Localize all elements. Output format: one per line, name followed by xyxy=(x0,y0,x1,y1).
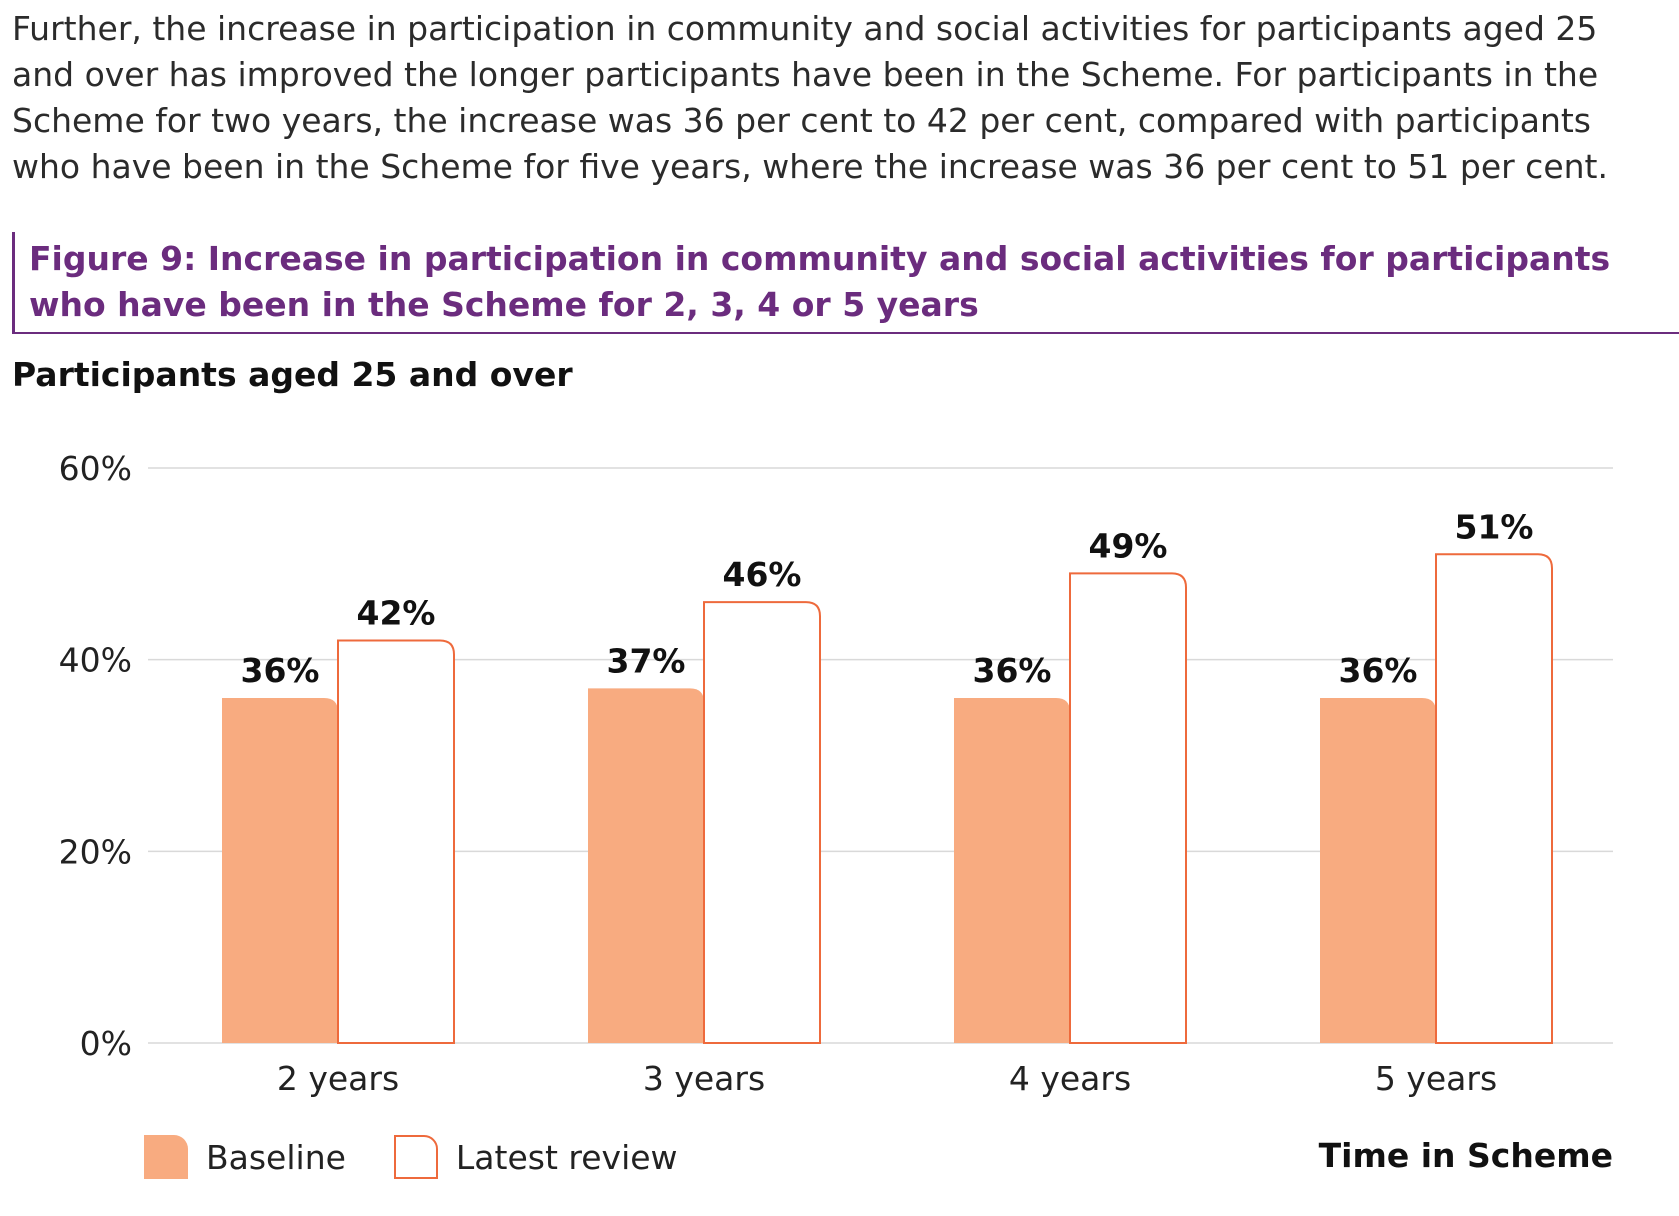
bar-baseline xyxy=(588,688,704,1043)
data-label: 37% xyxy=(607,641,686,680)
y-tick-label: 20% xyxy=(59,832,132,871)
data-label: 42% xyxy=(357,594,436,633)
chart-subtitle: Participants aged 25 and over xyxy=(12,355,573,394)
legend-label-baseline: Baseline xyxy=(206,1137,346,1177)
x-tick-label: 3 years xyxy=(643,1059,765,1098)
legend-label-latest: Latest review xyxy=(455,1137,678,1177)
x-tick-label: 2 years xyxy=(277,1059,399,1098)
data-label: 51% xyxy=(1455,507,1534,546)
chart-legend: Baseline Latest review xyxy=(144,1133,726,1181)
data-label: 36% xyxy=(1339,651,1418,690)
data-label: 36% xyxy=(973,651,1052,690)
figure-caption-box: Figure 9: Increase in participation in c… xyxy=(12,232,1679,334)
y-tick-label: 40% xyxy=(59,641,132,680)
x-axis-title: Time in Scheme xyxy=(1318,1136,1613,1175)
data-label: 46% xyxy=(723,555,802,594)
figure-title: Figure 9: Increase in participation in c… xyxy=(29,239,1611,324)
data-label: 36% xyxy=(241,651,320,690)
bar-chart: 0% 20% 40% 60% 36% 42% 2 years 37% 46% 3 years 36%… xyxy=(59,449,1613,1098)
intro-paragraph: Further, the increase in participation i… xyxy=(12,9,1608,186)
bar-baseline xyxy=(1320,698,1436,1043)
bar-latest-review xyxy=(1435,553,1553,1044)
bar-latest-review xyxy=(337,639,455,1044)
bar-latest-review xyxy=(703,601,821,1044)
legend-swatch-latest xyxy=(393,1135,438,1179)
data-label: 49% xyxy=(1089,526,1168,565)
y-tick-label: 60% xyxy=(59,449,132,488)
bar-baseline xyxy=(222,698,338,1043)
bar-baseline xyxy=(954,698,1070,1043)
x-tick-label: 5 years xyxy=(1375,1059,1497,1098)
legend-swatch-baseline xyxy=(144,1135,188,1179)
bar-latest-review xyxy=(1069,572,1187,1044)
y-tick-label: 0% xyxy=(80,1024,132,1063)
x-tick-label: 4 years xyxy=(1009,1059,1131,1098)
